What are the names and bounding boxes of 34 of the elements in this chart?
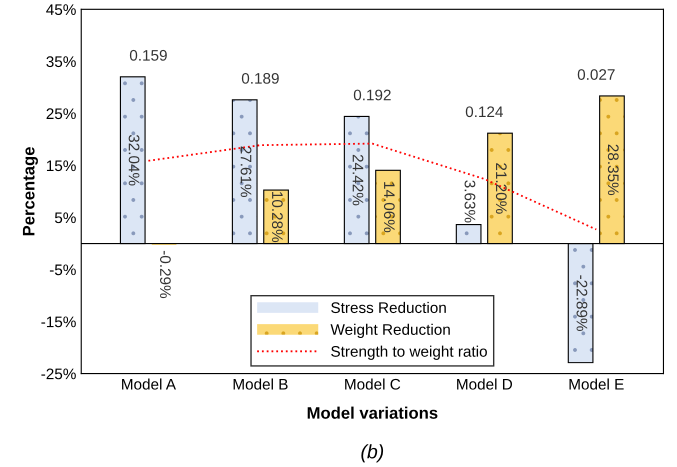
y-axis-title: Percentage [22, 147, 38, 236]
x-tick-label: Model B [234, 378, 288, 390]
data-label: 32.04% [128, 134, 140, 186]
data-label: 14.06% [384, 182, 395, 232]
data-label: 28.35% [608, 144, 619, 196]
y-tick-label: -5% [50, 264, 76, 276]
data-label: -0.29% [160, 250, 171, 298]
y-tick-label: 25% [46, 108, 76, 120]
y-tick-label: 35% [46, 56, 76, 68]
y-tick-label: 5% [54, 212, 76, 224]
x-tick-label: Model D [457, 378, 512, 390]
data-label: 3.63% [464, 180, 476, 223]
text: (b) [361, 444, 384, 462]
data-label: 21.20% [496, 163, 507, 214]
y-tick-label: 45% [46, 4, 76, 16]
data-label: 27.61% [240, 146, 252, 198]
annotation: 0.192 [354, 90, 391, 100]
data-label: 24.42% [352, 154, 364, 206]
data-label: 10.28% [272, 192, 283, 242]
x-tick-label: Model C [345, 378, 400, 390]
annotation: 0.189 [242, 72, 279, 84]
x-tick-label: Model A [122, 378, 176, 390]
x-axis-title: Model variations [308, 406, 438, 419]
y-tick-label: 15% [46, 160, 76, 172]
x-tick-label: Model E [570, 378, 624, 390]
legend-label: Strength to weight ratio [331, 346, 487, 360]
annotation: 0.124 [466, 106, 503, 118]
annotation: 0.159 [130, 50, 167, 61]
y-tick-label: -25% [41, 368, 76, 380]
legend-label: Stress Reduction [331, 302, 446, 314]
legend-label: Weight Reduction [330, 324, 450, 338]
annotation: 0.027 [578, 69, 615, 80]
y-tick-label: -15% [41, 316, 76, 328]
data-label: -22.89% [576, 275, 588, 331]
